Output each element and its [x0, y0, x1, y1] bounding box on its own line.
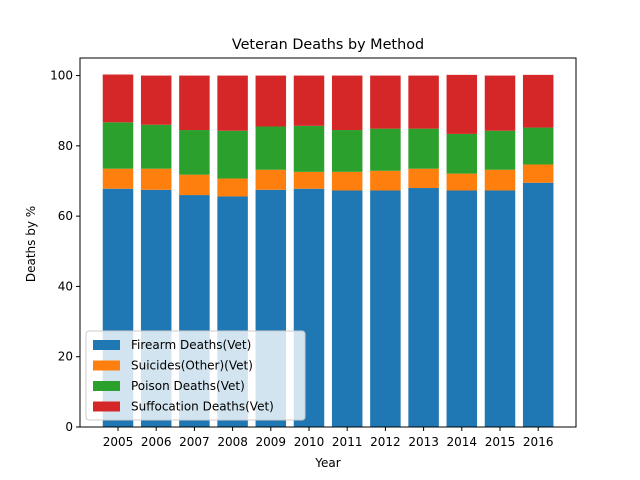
- y-tick-label-20: 20: [58, 350, 73, 364]
- bar-segment-1-2014: [446, 190, 478, 427]
- legend-label-1: Firearm Deaths(Vet): [131, 338, 251, 352]
- x-tick-label-2006: 2006: [141, 435, 172, 449]
- y-tick-label-80: 80: [58, 139, 73, 153]
- bar-segment-4-2008: [217, 75, 248, 131]
- legend-label-2: Suicides(Other)(Vet): [131, 359, 253, 373]
- x-tick-label-2009: 2009: [256, 435, 287, 449]
- x-tick-label-2012: 2012: [370, 435, 401, 449]
- bar-segment-2-2012: [370, 170, 401, 191]
- bar-segment-2-2009: [255, 169, 287, 190]
- y-tick-label-0: 0: [65, 420, 73, 434]
- y-tick-label-40: 40: [58, 279, 73, 293]
- y-axis-label: Deaths by %: [24, 206, 38, 282]
- x-tick-label-2008: 2008: [217, 435, 248, 449]
- plot-frame: [79, 57, 577, 428]
- bar-segment-3-2012: [370, 128, 401, 171]
- bar-segment-3-2010: [293, 125, 325, 172]
- bar-segment-4-2012: [370, 75, 401, 129]
- bar-segment-1-2016: [522, 182, 554, 427]
- bar-segment-3-2008: [217, 130, 248, 179]
- bar-segment-3-2013: [408, 128, 439, 169]
- x-tick-label-2005: 2005: [103, 435, 134, 449]
- bar-segment-2-2006: [140, 168, 172, 190]
- bar-segment-2-2011: [331, 171, 363, 191]
- x-tick-label-2015: 2015: [485, 435, 516, 449]
- bar-segment-4-2005: [102, 74, 134, 123]
- bar-segment-4-2013: [408, 75, 439, 129]
- bar-segment-2-2014: [446, 173, 478, 191]
- bar-segment-1-2013: [408, 188, 439, 427]
- bar-segment-2-2005: [102, 168, 134, 189]
- bar-segment-3-2014: [446, 133, 478, 174]
- bar-segment-4-2014: [446, 74, 478, 134]
- bar-segment-3-2006: [140, 124, 172, 169]
- bar-segment-3-2007: [179, 130, 210, 175]
- bar-segment-4-2011: [331, 75, 363, 131]
- bar-segment-3-2005: [102, 122, 134, 169]
- legend-box: [85, 330, 306, 421]
- x-tick-label-2014: 2014: [447, 435, 478, 449]
- legend-swatch-3: [93, 381, 120, 391]
- legend-label-4: Suffocation Deaths(Vet): [131, 400, 274, 414]
- x-tick-label-2010: 2010: [294, 435, 325, 449]
- bar-segment-2-2016: [522, 164, 554, 183]
- bar-segment-2-2007: [179, 174, 210, 196]
- y-tick-label-60: 60: [58, 209, 73, 223]
- x-tick-label-2016: 2016: [523, 435, 554, 449]
- bar-segment-1-2012: [370, 190, 401, 427]
- x-tick-label-2013: 2013: [408, 435, 439, 449]
- legend-swatch-4: [93, 401, 120, 412]
- bar-segment-4-2009: [255, 75, 287, 127]
- legend: Firearm Deaths(Vet) Suicides(Other)(Vet) P…: [85, 330, 306, 421]
- bar-segment-4-2015: [484, 75, 516, 131]
- x-axis-label: Year: [314, 456, 340, 470]
- legend-label-3: Poison Deaths(Vet): [131, 379, 245, 393]
- legend-swatch-2: [93, 360, 120, 371]
- bar-segment-4-2007: [179, 75, 210, 131]
- x-tick-label-2007: 2007: [179, 435, 210, 449]
- bar-segment-4-2006: [140, 75, 172, 125]
- bar-segment-3-2015: [484, 130, 516, 170]
- bar-segment-3-2016: [522, 127, 554, 165]
- bar-segment-4-2010: [293, 75, 325, 126]
- bar-segment-4-2016: [522, 74, 554, 128]
- bar-segment-1-2015: [484, 190, 516, 427]
- y-tick-label-100: 100: [50, 69, 73, 83]
- axes-group: 0 20 40 60 80 100 2005 2006 2007 2008 2009 2010 2011…: [50, 57, 577, 449]
- legend-swatch-1: [93, 340, 120, 350]
- bar-segment-2-2010: [293, 171, 325, 189]
- bar-segment-2-2013: [408, 168, 439, 189]
- bar-segment-3-2011: [331, 130, 363, 172]
- bar-segment-1-2011: [331, 190, 363, 427]
- bar-segment-2-2015: [484, 169, 516, 191]
- bar-segment-3-2009: [255, 126, 287, 170]
- chart-title: Veteran Deaths by Method: [232, 37, 424, 53]
- x-tick-label-2011: 2011: [332, 435, 363, 449]
- bar-segment-2-2008: [217, 178, 248, 197]
